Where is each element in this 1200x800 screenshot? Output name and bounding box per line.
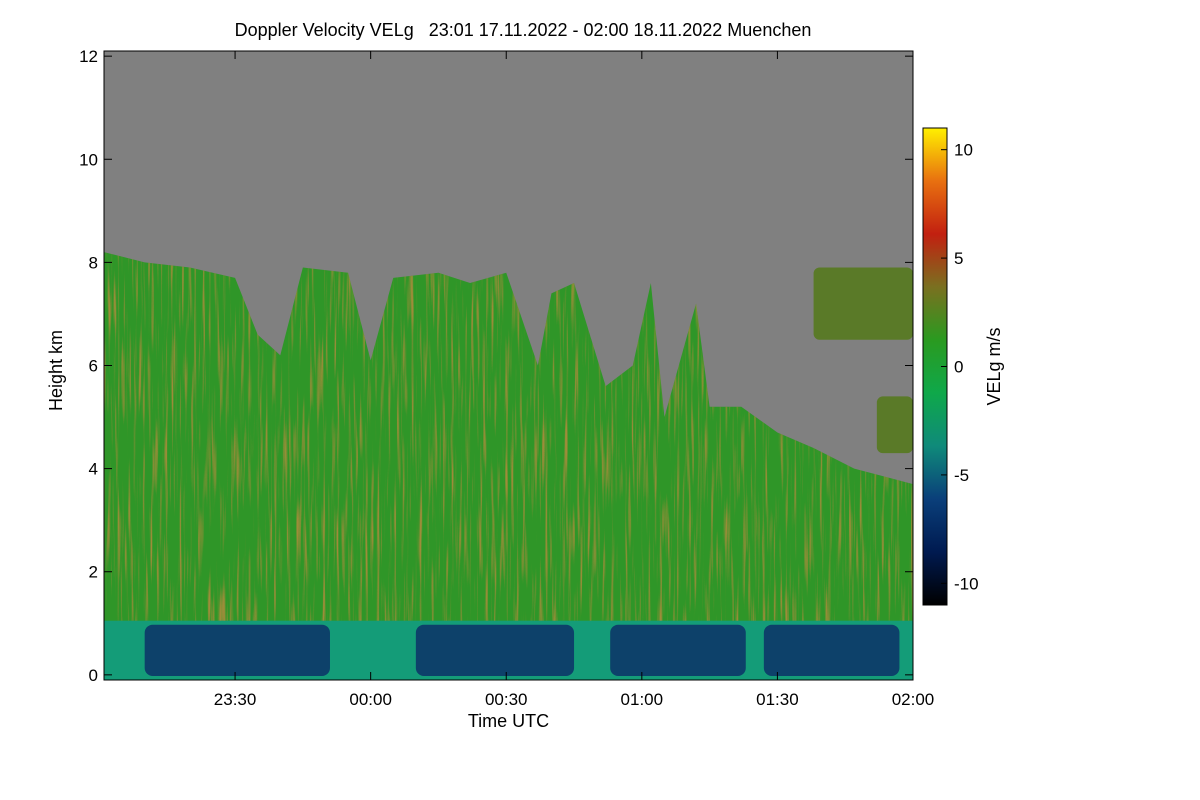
colorbar-tick-label-4: -10 [954, 574, 979, 593]
y-tick-label-1: 2 [89, 563, 98, 582]
downdraft-region-0 [144, 624, 330, 676]
y-tick-label-4: 8 [89, 253, 98, 272]
x-tick-label-0: 23:30 [214, 690, 257, 709]
colorbar-title: VELg m/s [984, 327, 1004, 405]
colorbar-tick-label-3: -5 [954, 466, 969, 485]
colorbar-axis: 10 5 0 -5 -10 [941, 141, 979, 593]
y-axis-title: Height km [46, 330, 66, 411]
upper-cloud-patch-1 [876, 396, 913, 454]
x-tick-label-1: 00:00 [349, 690, 392, 709]
x-tick-label-5: 02:00 [892, 690, 935, 709]
x-axis: 23:30 00:00 00:30 01:00 01:30 02:00 [214, 51, 934, 709]
x-tick-label-4: 01:30 [756, 690, 799, 709]
x-tick-label-3: 01:00 [621, 690, 664, 709]
downdraft-region-2 [610, 624, 746, 676]
y-tick-label-0: 0 [89, 666, 98, 685]
x-tick-label-2: 00:30 [485, 690, 528, 709]
upper-cloud-patch-0 [813, 267, 913, 340]
downdraft-region-3 [763, 624, 900, 676]
x-axis-title: Time UTC [468, 711, 549, 731]
y-tick-label-6: 12 [79, 47, 98, 66]
colorbar-tick-label-0: 10 [954, 141, 973, 160]
colorbar-tick-label-1: 5 [954, 249, 963, 268]
colorbar-tick-label-2: 0 [954, 358, 963, 377]
y-tick-label-3: 6 [89, 357, 98, 376]
downdraft-region-1 [415, 624, 575, 676]
chart-title: Doppler Velocity VELg 23:01 17.11.2022 -… [234, 20, 812, 40]
velocity-streaks [104, 252, 913, 680]
y-axis: 0 2 4 6 8 10 12 [79, 47, 913, 685]
y-tick-label-2: 4 [89, 460, 98, 479]
y-tick-label-5: 10 [79, 150, 98, 169]
